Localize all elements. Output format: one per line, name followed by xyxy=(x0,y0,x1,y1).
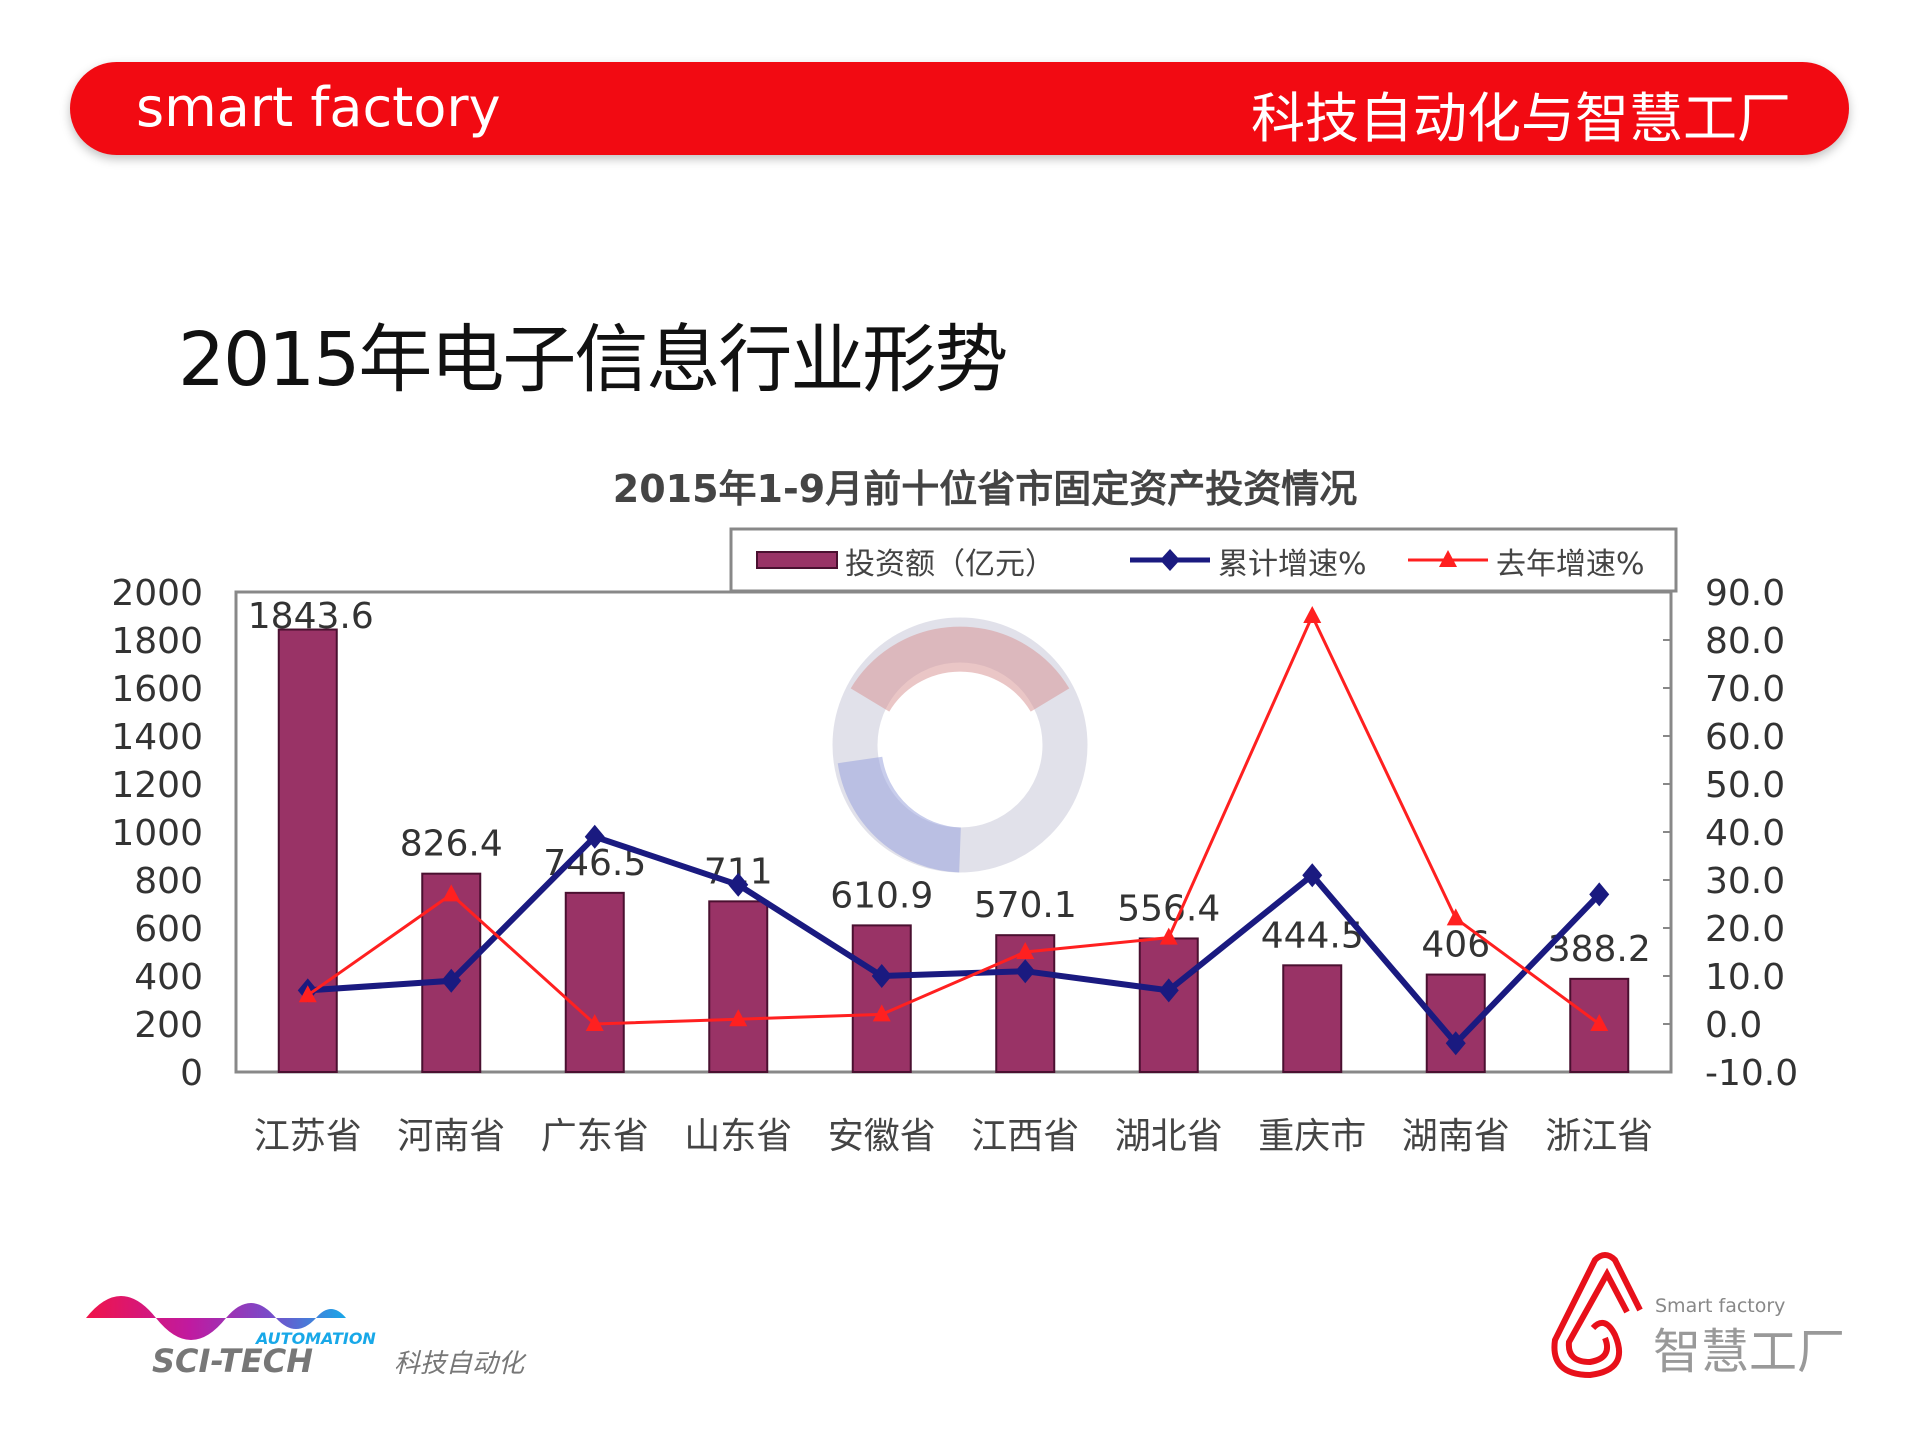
bar xyxy=(1282,964,1343,1074)
left-axis-tick: 600 xyxy=(134,909,203,950)
right-axis-tick: 50.0 xyxy=(1705,765,1785,806)
left-axis-tick: 2000 xyxy=(111,573,203,614)
left-axis-tick: 1600 xyxy=(111,669,203,710)
legend-label: 投资额（亿元） xyxy=(845,547,1055,582)
sci-tech-logo: AUTOMATION SCI-TECH 科技自动化 xyxy=(86,1296,527,1375)
bar-data-label: 388.2 xyxy=(1548,929,1651,970)
right-axis-tick: 0.0 xyxy=(1705,1005,1762,1046)
triangle-marker xyxy=(1590,1014,1609,1031)
diamond-marker xyxy=(871,964,892,988)
triangle-marker xyxy=(1159,927,1178,945)
chart: 2015年1-9月前十位省市固定资产投资情况 0 200 400 600 800 1000 1… xyxy=(111,467,1798,1157)
legend-label: 去年增速% xyxy=(1496,547,1645,582)
right-axis-tick: 30.0 xyxy=(1705,861,1785,902)
series-line xyxy=(306,612,1601,1026)
left-axis-tick: 1400 xyxy=(111,717,203,758)
bar-data-label: 444.5 xyxy=(1261,915,1364,956)
category-label: 湖南省 xyxy=(1402,1116,1510,1157)
diamond-marker xyxy=(728,872,749,897)
category-label: 江苏省 xyxy=(254,1116,362,1157)
diamond-marker xyxy=(441,968,462,993)
right-axis-tick: 70.0 xyxy=(1705,669,1785,710)
left-axis-tick: 0 xyxy=(180,1053,203,1094)
triangle-marker xyxy=(1446,908,1465,926)
category-label: 湖北省 xyxy=(1115,1116,1223,1157)
logo-sub: AUTOMATION xyxy=(254,1329,376,1348)
diamond-marker xyxy=(1158,978,1179,1003)
category-label: 重庆市 xyxy=(1258,1116,1366,1157)
right-axis-tick: 20.0 xyxy=(1705,909,1785,950)
watermark-arc xyxy=(850,626,1070,713)
category-label: 山东省 xyxy=(684,1116,792,1157)
chart-title: 2015年1-9月前十位省市固定资产投资情况 xyxy=(613,467,1357,511)
triangle-marker xyxy=(585,1014,604,1031)
left-axis-tick: 800 xyxy=(134,861,203,902)
category-label: 河南省 xyxy=(397,1116,505,1157)
bar-data-label: 406 xyxy=(1421,925,1490,966)
bar xyxy=(708,900,769,1073)
bar xyxy=(1138,937,1199,1073)
triangle-marker xyxy=(729,1009,748,1027)
bar-data-label: 556.4 xyxy=(1117,888,1220,929)
left-axis-tick: 200 xyxy=(134,1005,203,1046)
bar-data-label: 570.1 xyxy=(974,885,1077,926)
right-axis-tick: 60.0 xyxy=(1705,717,1785,758)
diamond-marker xyxy=(1302,863,1323,888)
triangle-marker xyxy=(298,985,317,1003)
category-label: 江西省 xyxy=(971,1116,1079,1157)
header-left-text: smart factory xyxy=(136,76,501,139)
header-right-text: 科技自动化与智慧工厂 xyxy=(1251,87,1791,150)
category-label: 浙江省 xyxy=(1545,1116,1653,1157)
spiral-icon xyxy=(1551,1252,1643,1379)
header-banner: smart factory 科技自动化与智慧工厂 xyxy=(70,62,1849,155)
diamond-marker xyxy=(1015,959,1036,984)
smart-factory-logo: Smart factory 智慧工厂 xyxy=(1551,1252,1845,1380)
left-axis-tick: 1200 xyxy=(111,765,203,806)
wave-icon xyxy=(86,1296,346,1340)
logo-cn: 科技自动化 xyxy=(394,1349,527,1375)
diamond-marker xyxy=(1445,1031,1466,1056)
left-axis-tick: 1800 xyxy=(111,621,203,662)
logo-brand: SCI-TECH xyxy=(152,1342,313,1375)
category-label: 广东省 xyxy=(541,1116,649,1157)
bar-data-label: 1843.6 xyxy=(248,596,374,637)
triangle-marker xyxy=(872,1004,891,1022)
triangle-marker xyxy=(442,884,461,902)
legend-triangle-marker xyxy=(1439,550,1457,567)
diamond-marker xyxy=(584,824,605,849)
right-axis-tick: 90.0 xyxy=(1705,573,1785,614)
triangle-marker xyxy=(1303,606,1322,623)
right-axis-tick: 80.0 xyxy=(1705,621,1785,662)
left-axis-tick: 400 xyxy=(134,957,203,998)
diamond-marker xyxy=(1589,882,1610,907)
logo-cn: 智慧工厂 xyxy=(1653,1324,1845,1380)
legend-diamond-marker xyxy=(1160,549,1180,571)
legend-label: 累计增速% xyxy=(1218,547,1367,582)
bar-data-label: 610.9 xyxy=(830,875,933,916)
bar xyxy=(851,924,912,1073)
triangle-marker xyxy=(1016,942,1035,959)
logo-en: Smart factory xyxy=(1655,1295,1785,1317)
right-axis-tick: -10.0 xyxy=(1705,1053,1798,1094)
watermark-arc xyxy=(837,756,962,873)
bar xyxy=(277,628,338,1073)
category-label: 安徽省 xyxy=(828,1116,936,1157)
right-axis-tick: 40.0 xyxy=(1705,813,1785,854)
right-axis-tick: 10.0 xyxy=(1705,957,1785,998)
bar xyxy=(564,891,625,1074)
left-axis-tick: 1000 xyxy=(111,813,203,854)
slide-title: 2015年电子信息行业形势 xyxy=(178,317,1008,403)
legend-bar-swatch xyxy=(756,551,838,569)
series-line xyxy=(307,833,1602,1048)
bar-data-label: 826.4 xyxy=(400,824,503,865)
